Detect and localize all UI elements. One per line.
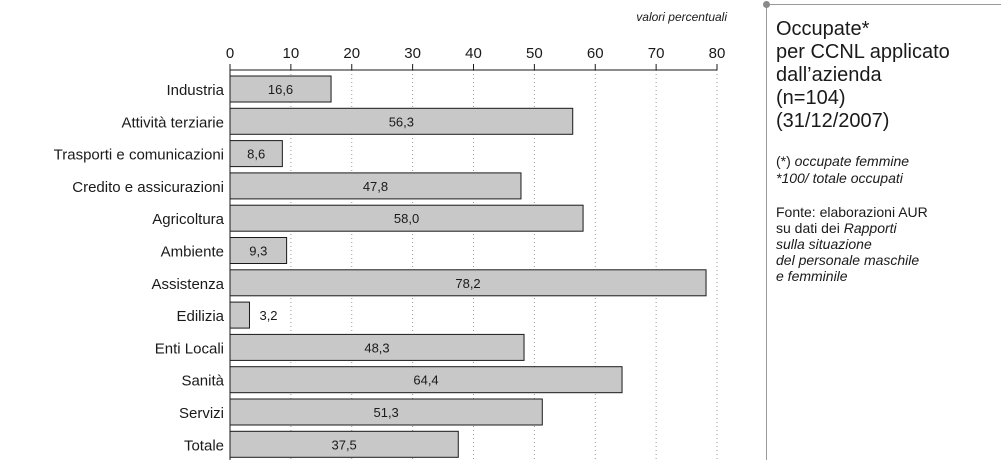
bar-value-label: 64,4: [413, 373, 438, 388]
bars: 16,6 56,3 8,6 47,8 58,0 9,3 78,2 3,2 48,3 64,4 51,…: [229, 75, 707, 458]
bar: [229, 398, 543, 426]
chart-info-panel: Occupate* per CCNL applicato dall’aziend…: [763, 0, 1001, 460]
units-label: valori percentuali: [636, 10, 727, 24]
category-label: Servizi: [179, 405, 224, 422]
category-label: Credito e assicurazioni: [72, 179, 224, 196]
bar-chart: 0 10 20 30 40 50 60 70 80 16,6 56,3 8,6 47,8 58,0 9,3…: [54, 10, 727, 460]
category-label: Industria: [166, 82, 224, 99]
bar: [229, 75, 332, 103]
source-line5: e femminile: [776, 268, 848, 284]
category-label: Agricoltura: [152, 211, 224, 228]
source-line2b: Rapporti: [843, 220, 897, 236]
category-label: Edilizia: [176, 308, 224, 325]
category-label: Totale: [184, 437, 224, 454]
footnote-star: (*): [776, 153, 791, 169]
x-tick-label: 0: [226, 45, 234, 62]
panel-title: Occupate* per CCNL applicato dall’aziend…: [776, 18, 1001, 133]
bar-value-label: 58,0: [394, 211, 419, 226]
category-label: Ambiente: [161, 244, 224, 261]
bar: [229, 366, 623, 394]
panel-left-rule: [766, 4, 767, 460]
x-tick-label: 70: [648, 45, 665, 62]
source-line1: Fonte: elaborazioni AUR: [776, 204, 928, 220]
x-tick-label: 60: [587, 45, 604, 62]
x-tick-label: 30: [404, 45, 421, 62]
bar: [229, 140, 283, 168]
x-tick-label: 20: [343, 45, 360, 62]
bar-value-label: 3,2: [259, 308, 277, 323]
title-line: (n=104): [776, 87, 846, 109]
x-tick-label: 50: [526, 45, 543, 62]
source-note: Fonte: elaborazioni AUR su dati dei Rapp…: [776, 204, 1001, 284]
source-line4: del personale maschile: [776, 252, 920, 268]
panel-top-rule: [766, 4, 1001, 5]
title-line: Occupate*: [776, 18, 870, 40]
bar-value-label: 51,3: [373, 405, 398, 420]
source-line2a: su dati dei: [776, 220, 844, 236]
x-tick-label: 10: [283, 45, 300, 62]
title-line: dall’azienda: [776, 64, 882, 86]
bar: [229, 204, 584, 232]
x-axis: 0 10 20 30 40 50 60 70 80: [226, 45, 726, 460]
title-line: per CCNL applicato: [776, 41, 950, 63]
bar: [229, 269, 707, 297]
bar-value-label: 16,6: [268, 82, 293, 97]
bar: [229, 107, 574, 135]
x-tick-label: 40: [465, 45, 482, 62]
bar: [229, 237, 288, 264]
bar-value-label: 48,3: [364, 340, 389, 355]
bar-value-label: 56,3: [389, 114, 414, 129]
source-line3: sulla situazione: [776, 236, 872, 252]
category-label: Attività terziarie: [121, 114, 224, 131]
bar-value-label: 9,3: [249, 244, 267, 259]
bar: [229, 430, 459, 458]
bar-value-label: 47,8: [363, 179, 388, 194]
title-line: (31/12/2007): [776, 110, 890, 132]
bar-value-label: 8,6: [247, 147, 265, 162]
category-label: Assistenza: [151, 276, 224, 293]
bar-value-label: 78,2: [455, 276, 480, 291]
footnote-line1: occupate femmine: [794, 153, 910, 169]
bar: [229, 301, 250, 329]
x-tick-label: 80: [709, 45, 726, 62]
bar-value-label: 37,5: [331, 437, 356, 452]
grid-lines: [290, 70, 718, 460]
bar: [229, 333, 525, 361]
category-label: Trasporti e comunicazioni: [54, 147, 224, 164]
category-labels: Industria Attività terziarie Trasporti e c…: [54, 82, 225, 454]
panel-corner-dot: [763, 1, 770, 8]
category-label: Enti Locali: [155, 340, 224, 357]
footnote-line2: *100/ totale occupati: [776, 170, 903, 186]
footnote: (*) occupate femmine *100/ totale occupa…: [776, 153, 1001, 187]
bar: [229, 172, 522, 200]
category-label: Sanità: [181, 373, 224, 390]
